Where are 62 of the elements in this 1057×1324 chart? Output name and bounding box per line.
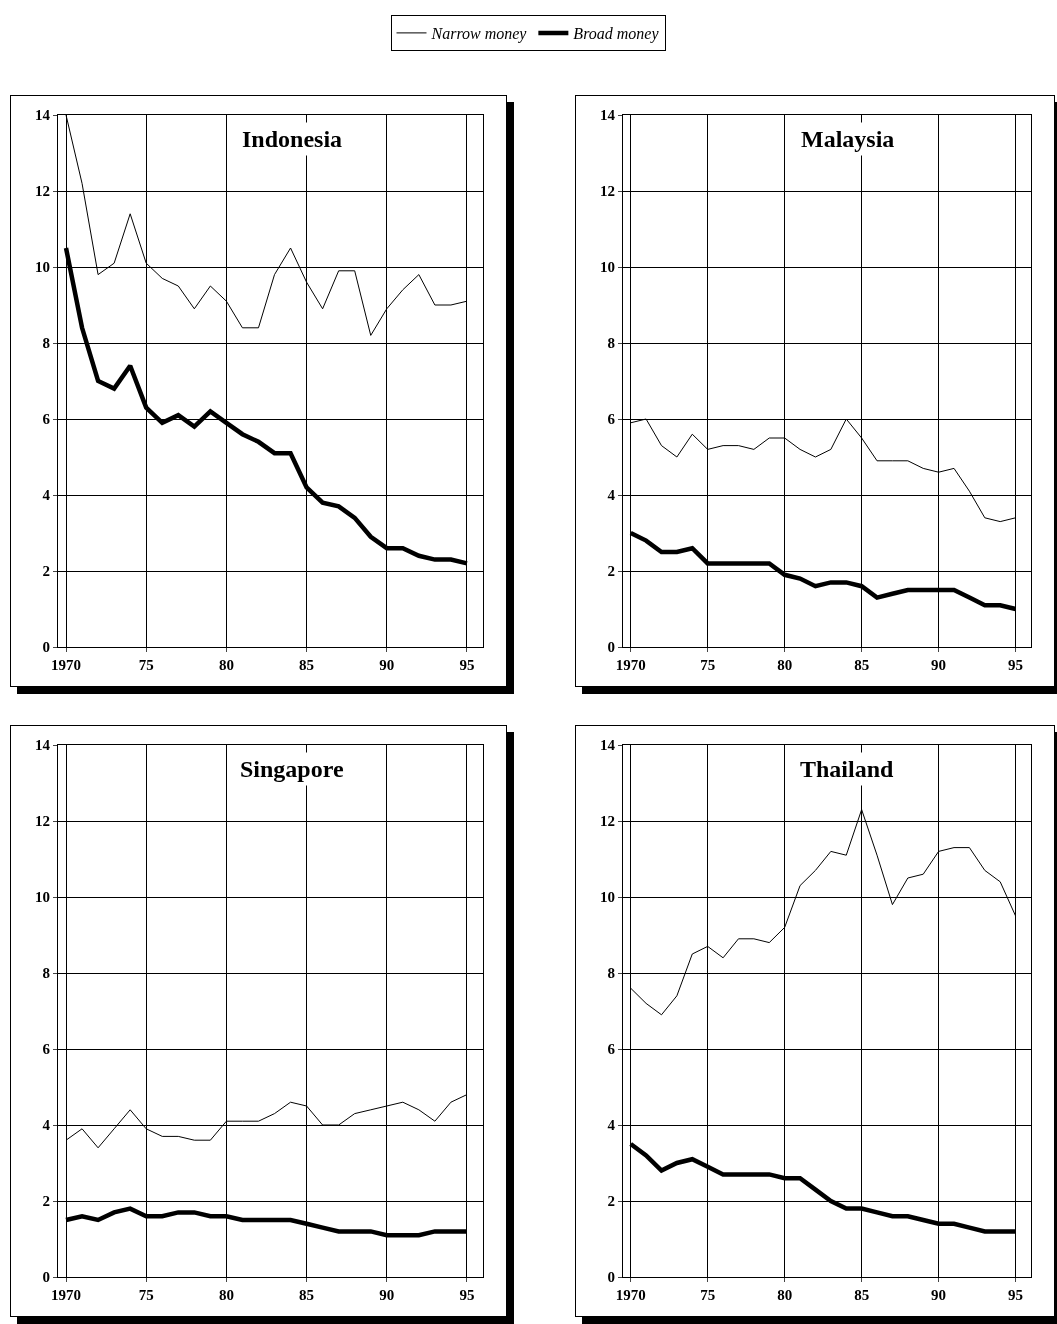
x-tick-label: 95 — [1008, 657, 1024, 673]
x-tick-label: 1970 — [51, 657, 82, 673]
x-tick-label: 75 — [138, 657, 154, 673]
x-tick-label: 85 — [854, 657, 870, 673]
x-tick-label: 95 — [459, 1287, 475, 1303]
x-tick-label: 95 — [1008, 1287, 1024, 1303]
y-tick-label: 14 — [600, 737, 616, 754]
text: Thailand — [800, 756, 895, 782]
x-tick-label: 80 — [218, 1287, 234, 1303]
y-tick-label: 6 — [607, 411, 616, 428]
x-tick-label: 80 — [777, 657, 793, 673]
y-tick-label: 12 — [35, 813, 50, 830]
y-tick-label: 8 — [42, 965, 50, 982]
y-tick-label: 2 — [607, 563, 615, 580]
y-tick-label: 10 — [35, 259, 50, 276]
x-tick-label: 90 — [379, 1287, 395, 1303]
y-tick-label: 10 — [35, 889, 50, 906]
y-tick-label: 14 — [35, 107, 51, 124]
y-tick-label: 12 — [600, 813, 615, 830]
x-tick-label: 85 — [854, 1287, 870, 1303]
y-tick-label: 2 — [607, 1193, 615, 1210]
text: Singapore — [240, 756, 344, 782]
x-tick-label: 90 — [931, 657, 947, 673]
legend-label: Narrow money — [430, 25, 528, 44]
x-tick-label: 75 — [700, 1287, 716, 1303]
y-tick-label: 8 — [607, 965, 615, 982]
x-tick-label: 75 — [138, 1287, 154, 1303]
text: Indonesia — [242, 126, 343, 152]
y-tick-label: 0 — [42, 1269, 50, 1286]
y-tick-label: 10 — [600, 889, 615, 906]
y-tick-label: 2 — [42, 1193, 50, 1210]
x-tick-label: 85 — [299, 1287, 315, 1303]
x-tick-label: 80 — [777, 1287, 793, 1303]
y-tick-label: 0 — [607, 1269, 615, 1286]
y-tick-label: 10 — [600, 259, 615, 276]
y-tick-label: 6 — [42, 411, 51, 428]
y-tick-label: 12 — [35, 183, 50, 200]
x-tick-label: 75 — [700, 657, 716, 673]
y-tick-label: 8 — [42, 335, 50, 352]
y-tick-label: 0 — [42, 639, 50, 656]
y-tick-label: 4 — [42, 1117, 51, 1134]
y-tick-label: 8 — [607, 335, 615, 352]
x-tick-label: 1970 — [615, 657, 646, 673]
y-tick-label: 4 — [607, 1117, 616, 1134]
x-tick-label: 1970 — [615, 1287, 646, 1303]
x-tick-label: 85 — [299, 657, 315, 673]
x-tick-label: 95 — [459, 657, 475, 673]
y-tick-label: 12 — [600, 183, 615, 200]
y-tick-label: 2 — [42, 563, 50, 580]
text: Malaysia — [801, 126, 895, 152]
y-tick-label: 14 — [35, 737, 51, 754]
x-tick-label: 1970 — [51, 1287, 82, 1303]
x-tick-label: 80 — [218, 657, 234, 673]
y-tick-label: 4 — [607, 487, 616, 504]
y-tick-label: 14 — [600, 107, 616, 124]
legend-label: Broad money — [573, 25, 660, 44]
y-tick-label: 6 — [42, 1041, 51, 1058]
x-tick-label: 90 — [931, 1287, 947, 1303]
y-tick-label: 0 — [607, 639, 615, 656]
x-tick-label: 90 — [379, 657, 395, 673]
y-tick-label: 4 — [42, 487, 51, 504]
y-tick-label: 6 — [607, 1041, 616, 1058]
